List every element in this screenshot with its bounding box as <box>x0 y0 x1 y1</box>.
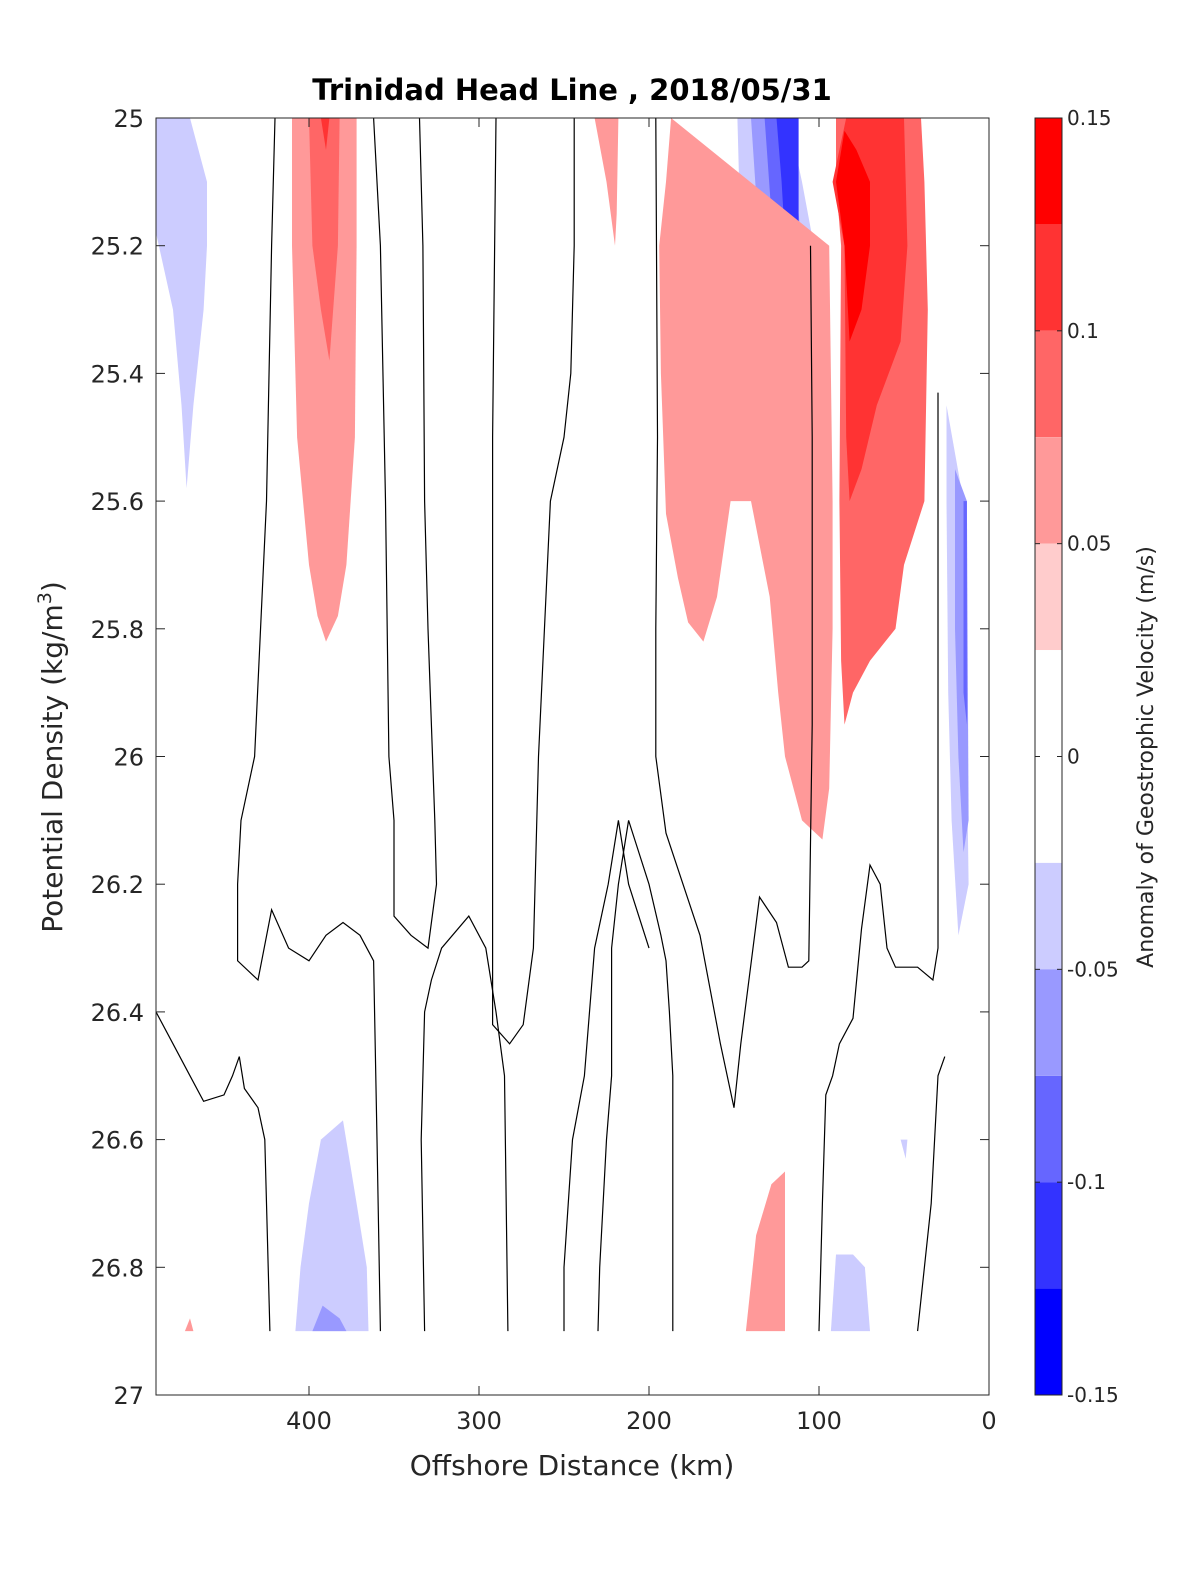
colorbar <box>1034 117 1063 1396</box>
y-tick-label: 26 <box>113 744 144 772</box>
colorbar-swatch-4 <box>1035 543 1062 651</box>
y-tick-label: 25.8 <box>91 616 144 644</box>
plot-area: 400 300 200 100 0 25 25.2 25.4 25.6 25.8 26 26.2 26… <box>91 105 997 1435</box>
zero-contour-7 <box>563 820 650 1332</box>
y-tick-label: 25.2 <box>91 233 144 261</box>
colorbar-swatch-1 <box>1035 224 1062 331</box>
y-axis-label: Potential Density (kg/m3) <box>34 581 69 933</box>
x-axis-ticks: 400 300 200 100 0 <box>286 118 997 1435</box>
zero-contour-6 <box>156 1011 271 1332</box>
filled-region-2 <box>309 118 340 361</box>
y-axis-label-superscript: 3 <box>34 592 56 604</box>
colorbar-tick-label: -0.15 <box>1067 1383 1119 1407</box>
colorbar-swatch-8 <box>1035 1075 1062 1183</box>
x-tick-label: 200 <box>626 1407 672 1435</box>
filled-region-0 <box>156 118 207 489</box>
filled-region-18 <box>900 1139 908 1159</box>
colorbar-swatch-6 <box>1035 862 1062 970</box>
zero-contour-3 <box>655 118 813 1108</box>
filled-region-13 <box>745 1171 785 1332</box>
y-tick-label: 26.2 <box>91 871 144 899</box>
filled-region-14 <box>295 1120 369 1332</box>
colorbar-swatch-7 <box>1035 969 1062 1076</box>
y-axis-label-base: Potential Density (kg/m <box>36 604 69 933</box>
y-tick-label: 26.8 <box>91 1254 144 1282</box>
colorbar-swatch-9 <box>1035 1182 1062 1289</box>
filled-region-16 <box>830 1254 870 1332</box>
filled-region-12 <box>836 130 870 342</box>
zero-contour-8 <box>818 392 939 1332</box>
colorbar-swatch-3 <box>1035 437 1062 544</box>
y-tick-label: 25.6 <box>91 488 144 516</box>
y-tick-label: 26.4 <box>91 999 144 1027</box>
filled-region-9 <box>659 118 833 840</box>
filled-region-21 <box>963 501 967 725</box>
filled-region-4 <box>594 118 619 246</box>
y-tick-label: 25.4 <box>91 360 144 388</box>
y-tick-label: 26.6 <box>91 1127 144 1155</box>
x-tick-label: 300 <box>456 1407 502 1435</box>
x-tick-label: 100 <box>796 1407 842 1435</box>
zero-contour-5 <box>420 915 509 1332</box>
filled-contours <box>156 118 969 1332</box>
colorbar-tick-label: -0.1 <box>1067 1170 1106 1194</box>
colorbar-swatch-10 <box>1035 1288 1062 1395</box>
zero-contour-2 <box>492 118 575 1045</box>
y-tick-label: 27 <box>113 1382 144 1410</box>
colorbar-swatch-2 <box>1035 330 1062 438</box>
zero-contour-9 <box>917 1056 946 1332</box>
y-axis-label-end: ) <box>36 581 69 592</box>
colorbar-tick-label: 0 <box>1067 745 1080 769</box>
filled-region-17 <box>184 1318 194 1332</box>
x-axis-label: Offshore Distance (km) <box>410 1449 735 1482</box>
y-tick-label: 25 <box>113 105 144 133</box>
chart-title: Trinidad Head Line , 2018/05/31 <box>312 73 832 107</box>
colorbar-swatch-0 <box>1035 118 1062 225</box>
colorbar-tick-label: 0.15 <box>1067 106 1112 130</box>
filled-region-3 <box>320 118 330 150</box>
y-axis-ticks: 25 25.2 25.4 25.6 25.8 26 26.2 26.4 26.6 26.8 27 <box>91 105 989 1410</box>
zero-contour-lines <box>156 118 946 1332</box>
colorbar-label: Anomaly of Geostrophic Velocity (m/s) <box>1134 546 1159 968</box>
x-tick-label: 400 <box>286 1407 332 1435</box>
colorbar-ticks: 0.15 0.1 0.05 0 -0.05 -0.1 -0.15 <box>1035 106 1119 1407</box>
colorbar-tick-label: 0.1 <box>1067 319 1099 343</box>
x-tick-label: 0 <box>981 1407 996 1435</box>
zero-contour-0 <box>237 118 381 1332</box>
filled-region-1 <box>292 118 357 642</box>
colorbar-tick-label: 0.05 <box>1067 532 1112 556</box>
filled-region-15 <box>312 1305 347 1332</box>
zero-contour-1 <box>373 118 438 950</box>
colorbar-tick-label: -0.05 <box>1067 957 1119 981</box>
